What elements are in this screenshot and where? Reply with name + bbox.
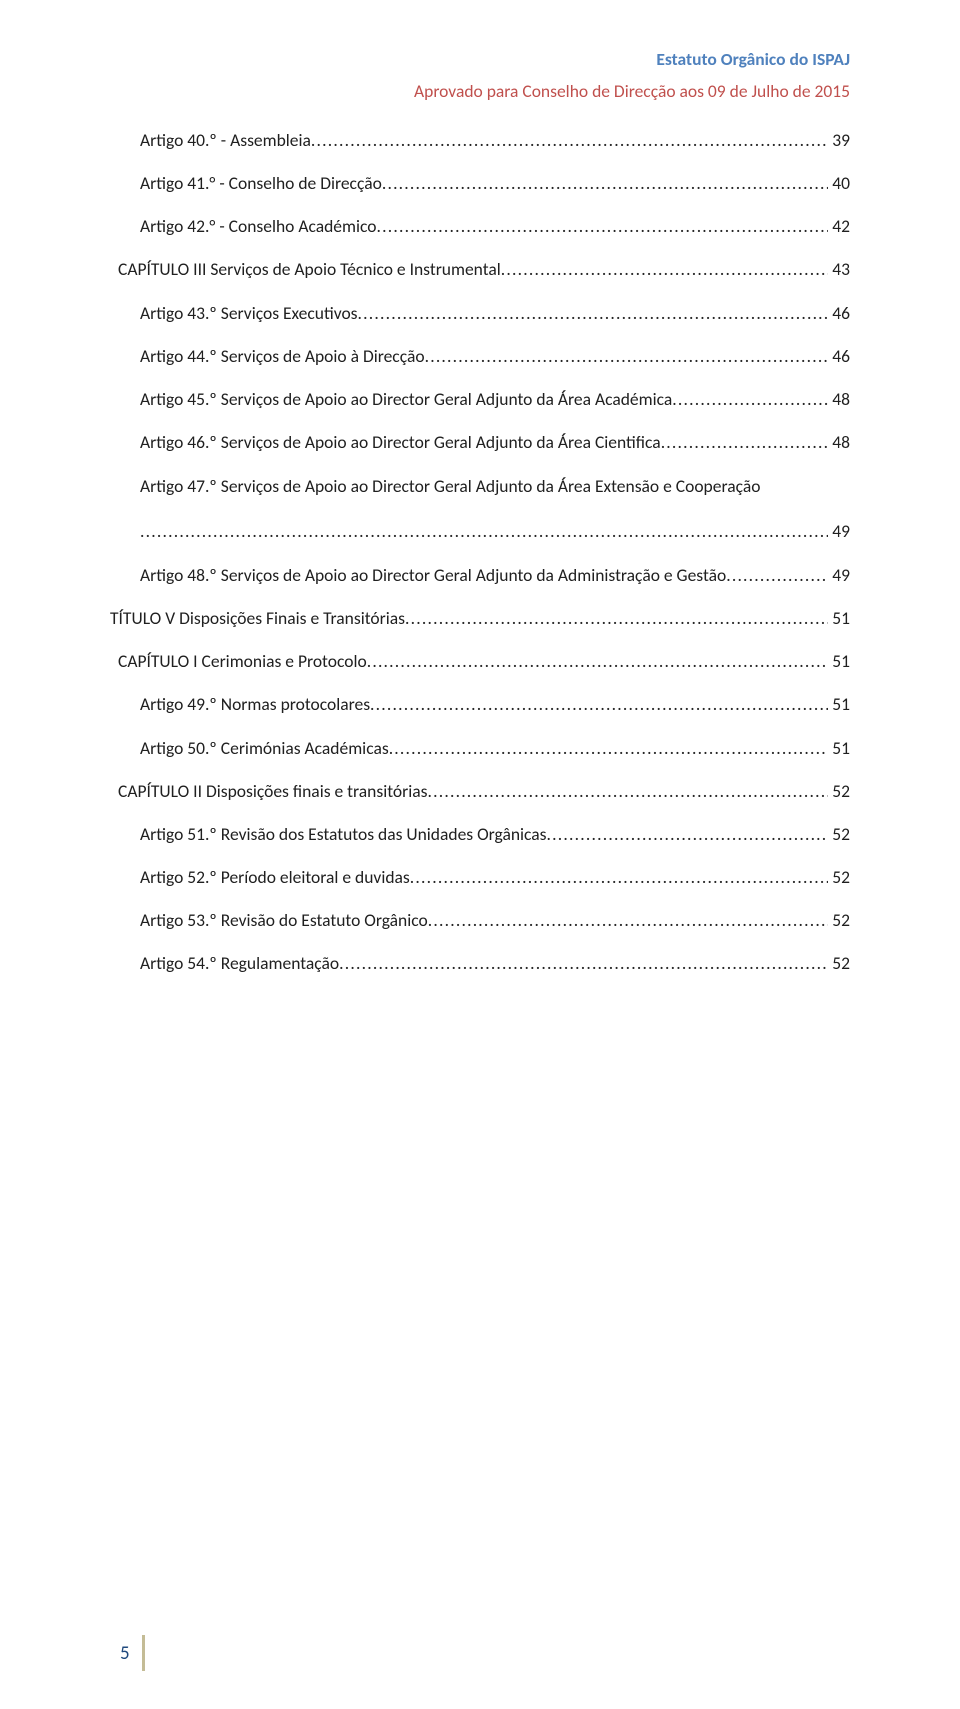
toc-entry: Artigo 44.º Serviços de Apoio à Direcção… [110, 346, 850, 366]
header-subtitle: Aprovado para Conselho de Direcção aos 0… [110, 80, 850, 102]
toc-entry-label: Artigo 41.° - Conselho de Direcção [140, 173, 382, 193]
toc-leader-dots [311, 130, 828, 150]
toc-entry-page: 51 [828, 694, 850, 714]
toc-entry: Artigo 43.º Serviços Executivos 46 [110, 303, 850, 323]
toc-entry: Artigo 48.º Serviços de Apoio ao Directo… [110, 565, 850, 585]
toc-entry-continuation: 49 [110, 520, 850, 542]
toc-entry-page: 49 [828, 520, 850, 542]
toc-entry: Artigo 47.º Serviços de Apoio ao Directo… [110, 475, 850, 497]
toc-entry-page: 46 [828, 346, 850, 366]
footer-bar-icon [142, 1635, 145, 1671]
toc-entry-label: CAPÍTULO III Serviços de Apoio Técnico e… [118, 259, 501, 279]
toc-entry: CAPÍTULO II Disposições finais e transit… [110, 781, 850, 801]
toc-entry-label: Artigo 48.º Serviços de Apoio ao Directo… [140, 565, 726, 585]
toc-entry-label: Artigo 54.º Regulamentação [140, 953, 339, 973]
toc-leader-dots [425, 346, 829, 366]
toc-entry-label: TÍTULO V Disposições Finais e Transitóri… [110, 608, 405, 628]
toc-leader-dots [339, 953, 828, 973]
toc-entry-label: Artigo 51.º Revisão dos Estatutos das Un… [140, 824, 547, 844]
toc-entry: CAPÍTULO I Cerimonias e Protocolo 51 [110, 651, 850, 671]
toc-entry-page: 49 [828, 565, 850, 585]
toc-entry: Artigo 42.° - Conselho Académico 42 [110, 216, 850, 236]
toc-leader-dots [370, 694, 828, 714]
toc-entry-label: Artigo 53.º Revisão do Estatuto Orgânico [140, 910, 428, 930]
page-number: 5 [110, 1637, 140, 1670]
page-header: Estatuto Orgânico do ISPAJ Aprovado para… [110, 48, 850, 102]
toc-entry-page: 52 [828, 910, 850, 930]
toc-entry: CAPÍTULO III Serviços de Apoio Técnico e… [110, 259, 850, 279]
toc-entry-page: 48 [828, 432, 850, 452]
toc-entry: Artigo 40.º - Assembleia 39 [110, 130, 850, 150]
toc-entry-label: Artigo 49.º Normas protocolares [140, 694, 370, 714]
toc-entry: TÍTULO V Disposições Finais e Transitóri… [110, 608, 850, 628]
toc-entry-page: 40 [828, 173, 850, 193]
toc-entry-label: Artigo 40.º - Assembleia [140, 130, 311, 150]
toc-entry-label: Artigo 42.° - Conselho Académico [140, 216, 376, 236]
toc-entry-page: 51 [828, 651, 850, 671]
toc-entry-page: 46 [828, 303, 850, 323]
toc-entry-page: 48 [828, 389, 850, 409]
toc-entry-page: 51 [828, 608, 850, 628]
toc-entry: Artigo 45.º Serviços de Apoio ao Directo… [110, 389, 850, 409]
toc-entry: Artigo 50.º Cerimónias Académicas 51 [110, 738, 850, 758]
toc-leader-dots [389, 738, 829, 758]
toc-entry-page: 52 [828, 953, 850, 973]
toc-entry-page: 42 [828, 216, 850, 236]
toc-entry-label: Artigo 44.º Serviços de Apoio à Direcção [140, 346, 425, 366]
toc-leader-dots [405, 608, 828, 628]
toc-leader-dots [382, 173, 828, 193]
page: Estatuto Orgânico do ISPAJ Aprovado para… [0, 0, 960, 1709]
toc-entry-label: Artigo 45.º Serviços de Apoio ao Directo… [140, 389, 672, 409]
toc-entry-label: Artigo 50.º Cerimónias Académicas [140, 738, 389, 758]
toc-leader-dots [547, 824, 829, 844]
toc-entry: Artigo 52.º Período eleitoral e duvidas 5… [110, 867, 850, 887]
toc-entry-label: Artigo 46.º Serviços de Apoio ao Directo… [140, 432, 661, 452]
toc-leader-dots [726, 565, 828, 585]
toc-entry: Artigo 49.º Normas protocolares 51 [110, 694, 850, 714]
toc-leader-dots [428, 910, 829, 930]
toc-entry-label: CAPÍTULO II Disposições finais e transit… [118, 781, 427, 801]
toc-entry: Artigo 53.º Revisão do Estatuto Orgânico… [110, 910, 850, 930]
toc-leader-dots [376, 216, 828, 236]
toc-entry-label: Artigo 43.º Serviços Executivos [140, 303, 358, 323]
page-footer: 5 [110, 1635, 145, 1671]
header-title: Estatuto Orgânico do ISPAJ [110, 48, 850, 70]
toc-entry-page: 51 [828, 738, 850, 758]
toc-entry-label: CAPÍTULO I Cerimonias e Protocolo [118, 651, 367, 671]
toc-entry-page: 43 [828, 259, 850, 279]
toc-entry-label: Artigo 47.º Serviços de Apoio ao Directo… [140, 475, 760, 497]
toc-entry-page: 52 [828, 867, 850, 887]
toc-leader-dots [501, 259, 828, 279]
toc-leader-dots [427, 781, 828, 801]
toc-leader-dots [672, 389, 828, 409]
toc-entry-page: 52 [828, 824, 850, 844]
toc-entry: Artigo 41.° - Conselho de Direcção 40 [110, 173, 850, 193]
toc-leader-dots [410, 867, 828, 887]
toc-entry: Artigo 51.º Revisão dos Estatutos das Un… [110, 824, 850, 844]
toc-entry-label: Artigo 52.º Período eleitoral e duvidas [140, 867, 410, 887]
toc-entry: Artigo 54.º Regulamentação 52 [110, 953, 850, 973]
toc-leader-dots [358, 303, 829, 323]
toc-leader-dots [661, 432, 829, 452]
toc-entry-page: 52 [828, 781, 850, 801]
table-of-contents: Artigo 40.º - Assembleia 39 Artigo 41.° - … [110, 130, 850, 973]
toc-entry: Artigo 46.º Serviços de Apoio ao Directo… [110, 432, 850, 452]
toc-leader-dots [367, 651, 829, 671]
toc-entry-page: 39 [828, 130, 850, 150]
toc-leader-dots [140, 520, 828, 542]
